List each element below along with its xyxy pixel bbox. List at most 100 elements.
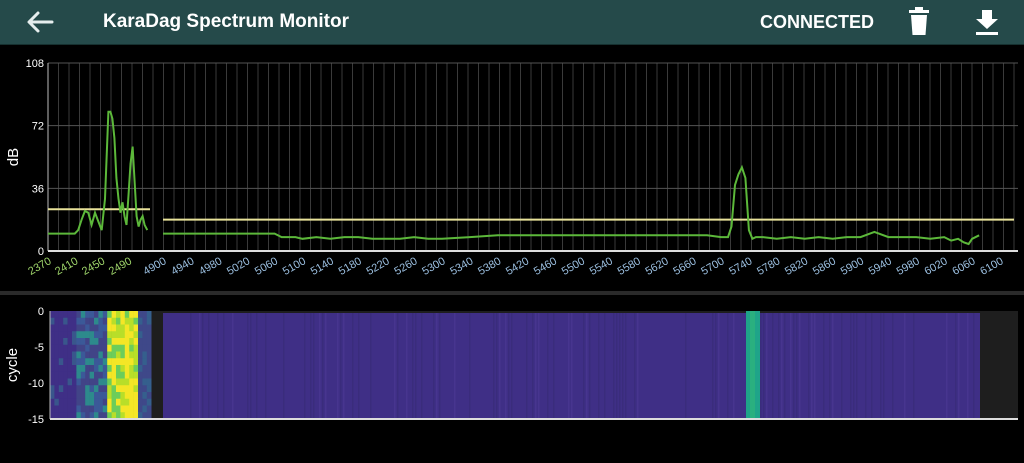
waterfall-cell (107, 358, 112, 366)
waterfall-cell (85, 392, 90, 400)
waterfall-cell (124, 331, 130, 339)
waterfall-cell (50, 317, 55, 325)
waterfall-cell (80, 311, 86, 319)
waterfall-cell (102, 405, 108, 413)
waterfall-cell (58, 405, 64, 413)
waterfall-stripe (406, 313, 408, 419)
waterfall-cell (50, 324, 55, 332)
waterfall-cell (120, 358, 126, 366)
waterfall-stripe (454, 313, 456, 419)
waterfall-cell (129, 324, 134, 332)
waterfall-cell (124, 344, 130, 352)
waterfall-cell (111, 317, 117, 325)
waterfall-cell (67, 365, 73, 373)
waterfall-cell (54, 405, 60, 413)
waterfall-cell (76, 351, 82, 359)
waterfall-cell (111, 365, 117, 373)
waterfall-cell (76, 317, 82, 325)
waterfall-cell (129, 338, 134, 346)
waterfall-cell (50, 398, 55, 406)
waterfall-cell (63, 385, 68, 393)
waterfall-stripe (850, 313, 852, 419)
waterfall-cell (85, 405, 90, 413)
waterfall-cell (85, 324, 90, 332)
waterfall-cell (80, 412, 86, 420)
arrow-left-icon[interactable] (24, 8, 56, 36)
waterfall-cell (124, 392, 130, 400)
waterfall-cell (58, 358, 64, 366)
waterfall-stripe (853, 313, 855, 419)
waterfall-cell (72, 412, 77, 420)
x-tick-label: 5020 (225, 255, 252, 278)
waterfall-cell (58, 385, 64, 393)
waterfall-cell (98, 331, 104, 339)
waterfall-cell (116, 338, 121, 346)
waterfall-stripe (913, 313, 915, 419)
waterfall-cell (142, 392, 148, 400)
waterfall-cell (54, 365, 60, 373)
waterfall-cell (54, 392, 60, 400)
waterfall-cell (120, 317, 126, 325)
waterfall-cell (98, 358, 104, 366)
waterfall-cell (107, 338, 112, 346)
waterfall-cell (133, 378, 139, 386)
waterfall-cell (98, 412, 104, 420)
waterfall-cell (80, 344, 86, 352)
waterfall-cell (67, 385, 73, 393)
download-icon[interactable] (972, 6, 1002, 38)
waterfall-cell (85, 351, 90, 359)
waterfall-cell (120, 405, 126, 413)
waterfall-stripe (496, 313, 498, 419)
x-tick-label: 5580 (616, 255, 643, 278)
waterfall-stripe (763, 313, 765, 419)
waterfall-cell (98, 385, 104, 393)
waterfall-cell (102, 358, 108, 366)
waterfall-stripe (352, 313, 354, 419)
x-tick-label: 5740 (727, 255, 754, 278)
waterfall-cell (124, 358, 130, 366)
waterfall-cell (94, 358, 99, 366)
waterfall-cell (58, 351, 64, 359)
waterfall-cell (72, 398, 77, 406)
x-tick-label: 5340 (448, 255, 475, 278)
waterfall-cell (107, 392, 112, 400)
waterfall-stripe (439, 313, 441, 419)
x-tick-label: 5700 (699, 255, 726, 278)
waterfall-cell (116, 385, 121, 393)
waterfall-cell (133, 392, 139, 400)
waterfall-cell (80, 378, 86, 386)
waterfall-cell (138, 331, 143, 339)
waterfall-cell (80, 351, 86, 359)
waterfall-cell (94, 324, 99, 332)
waterfall-cell (138, 398, 143, 406)
waterfall-cell (133, 331, 139, 339)
waterfall-cell (146, 317, 152, 325)
waterfall-stripe (535, 313, 537, 419)
waterfall-cell (138, 324, 143, 332)
waterfall-cell (133, 358, 139, 366)
x-tick-label: 5860 (811, 255, 838, 278)
waterfall-cell (72, 331, 77, 339)
series-line-band2 (163, 164, 980, 246)
waterfall-cell (107, 371, 112, 379)
waterfall-stripe (718, 313, 720, 419)
waterfall-stripe (589, 313, 591, 419)
waterfall-cell (124, 412, 130, 420)
waterfall-cell (58, 338, 64, 346)
waterfall-cell (133, 412, 139, 420)
waterfall-cell (120, 392, 126, 400)
waterfall-stripe (415, 313, 417, 419)
waterfall-cell (50, 338, 55, 346)
waterfall-cell (85, 398, 90, 406)
waterfall-cell (111, 371, 117, 379)
waterfall-cell (58, 371, 64, 379)
waterfall-cell (107, 331, 112, 339)
waterfall-cell (85, 344, 90, 352)
x-tick-label: 2450 (80, 255, 107, 278)
trash-icon[interactable] (905, 6, 933, 38)
waterfall-stripe (841, 313, 843, 419)
waterfall-cell (67, 405, 73, 413)
waterfall-cell (72, 344, 77, 352)
waterfall-cell (58, 365, 64, 373)
